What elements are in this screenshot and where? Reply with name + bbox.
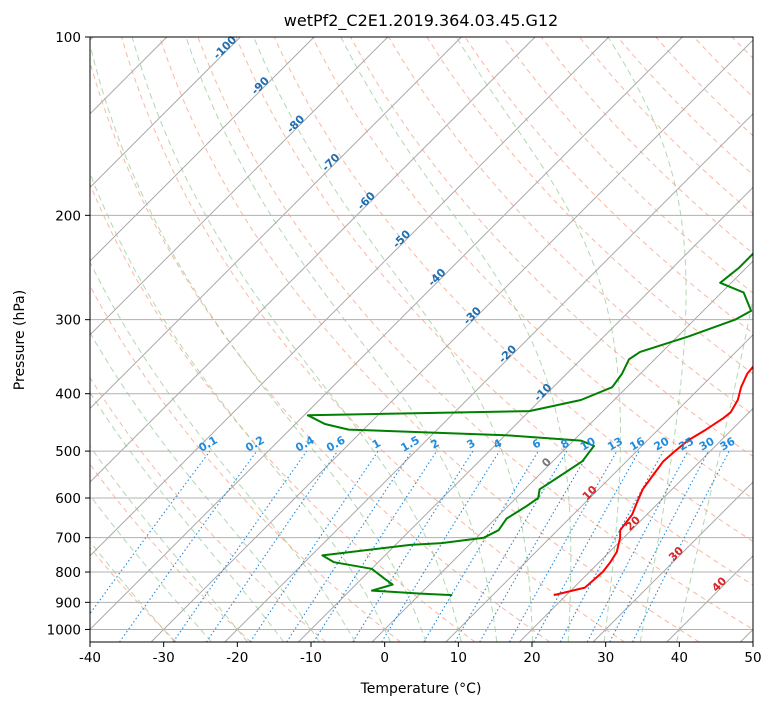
mixing-ratio-line bbox=[559, 450, 664, 642]
moist-adiabat bbox=[90, 260, 356, 642]
dry-adiabat bbox=[273, 37, 753, 543]
y-tick-label: 600 bbox=[55, 491, 81, 507]
moist-adiabat bbox=[90, 445, 248, 642]
moist-adiabat bbox=[340, 37, 572, 642]
mixing-ratio-line bbox=[533, 450, 640, 642]
dewpoint-line bbox=[306, 252, 753, 597]
background-lines bbox=[90, 37, 753, 642]
dry-adiabat bbox=[121, 37, 625, 642]
mixing-ratio-line bbox=[381, 450, 500, 642]
plot-frame bbox=[89, 36, 754, 643]
dry-adiabat bbox=[90, 284, 401, 642]
dry-adiabat bbox=[235, 37, 753, 586]
isotherm bbox=[90, 37, 683, 631]
moist-adiabat bbox=[90, 391, 285, 642]
x-tick-label: -20 bbox=[226, 650, 248, 666]
mixing-ratio-line bbox=[119, 450, 258, 642]
x-tick-label: 30 bbox=[597, 650, 614, 666]
moist-adiabat bbox=[90, 540, 176, 642]
mixing-ratio-line bbox=[249, 450, 379, 642]
x-tick-label: -40 bbox=[79, 650, 101, 666]
moist-adiabat bbox=[131, 37, 462, 642]
y-tick-label: 200 bbox=[55, 208, 81, 224]
isotherm bbox=[371, 260, 753, 642]
mixing-ratio-line bbox=[313, 450, 438, 642]
chart-title: wetPf2_C2E1.2019.364.03.45.G12 bbox=[284, 11, 558, 31]
y-tick-label: 400 bbox=[55, 387, 81, 403]
y-tick-label: 300 bbox=[55, 313, 81, 329]
y-tick-label: 900 bbox=[55, 595, 81, 611]
x-tick-label: 20 bbox=[523, 650, 540, 666]
moist-adiabat bbox=[90, 331, 320, 642]
mixing-ratio-line bbox=[205, 450, 338, 642]
dry-adiabat bbox=[388, 37, 753, 416]
isotherm bbox=[90, 37, 241, 189]
isotherm bbox=[90, 37, 462, 410]
moist-adiabat bbox=[607, 37, 687, 642]
x-tick-label: 0 bbox=[380, 650, 389, 666]
y-tick-label: 800 bbox=[55, 565, 81, 581]
isotherm bbox=[298, 186, 753, 642]
x-tick-label: 40 bbox=[671, 650, 688, 666]
x-tick-label: 10 bbox=[450, 650, 467, 666]
mixing-ratio-line bbox=[286, 450, 413, 642]
moist-adiabat bbox=[90, 42, 427, 642]
mixing-ratio-line bbox=[509, 450, 618, 642]
isotherm bbox=[224, 113, 753, 642]
isotherm bbox=[90, 37, 315, 262]
x-tick-label: 50 bbox=[744, 650, 761, 666]
isotherm bbox=[90, 37, 610, 557]
isotherm bbox=[90, 37, 389, 336]
dry-adiabat bbox=[90, 376, 327, 642]
x-axis-label: Temperature (°C) bbox=[360, 681, 482, 697]
moist-adiabat bbox=[185, 37, 498, 642]
temperature-line bbox=[553, 365, 753, 597]
moist-adiabat bbox=[90, 494, 212, 642]
dry-adiabat bbox=[350, 37, 753, 457]
mixing-ratio-line bbox=[632, 450, 730, 642]
moist-adiabat bbox=[90, 172, 392, 642]
y-tick-label: 700 bbox=[55, 531, 81, 547]
moist-adiabat bbox=[253, 37, 533, 642]
mixing-ratio-line bbox=[172, 450, 308, 642]
isotherm bbox=[592, 481, 753, 642]
y-tick-label: 100 bbox=[55, 30, 81, 46]
isotherm bbox=[445, 334, 753, 642]
axis-ticks: -40 -30 -20 -10 0 10 20 30 40 50 100 200 300 400 500 60… bbox=[47, 30, 762, 666]
profile-lines bbox=[306, 252, 753, 597]
dry-adiabat bbox=[197, 37, 753, 630]
y-axis-label: Pressure (hPa) bbox=[12, 290, 28, 390]
mixing-ratio-line bbox=[90, 450, 211, 615]
dry-adiabat bbox=[311, 37, 753, 500]
y-tick-label: 1000 bbox=[47, 622, 81, 638]
x-tick-label: -30 bbox=[153, 650, 175, 666]
y-tick-label: 500 bbox=[55, 444, 81, 460]
x-tick-label: -10 bbox=[300, 650, 322, 666]
isotherm bbox=[150, 39, 753, 642]
moist-adiabat bbox=[676, 296, 753, 642]
isotherm bbox=[90, 37, 536, 483]
